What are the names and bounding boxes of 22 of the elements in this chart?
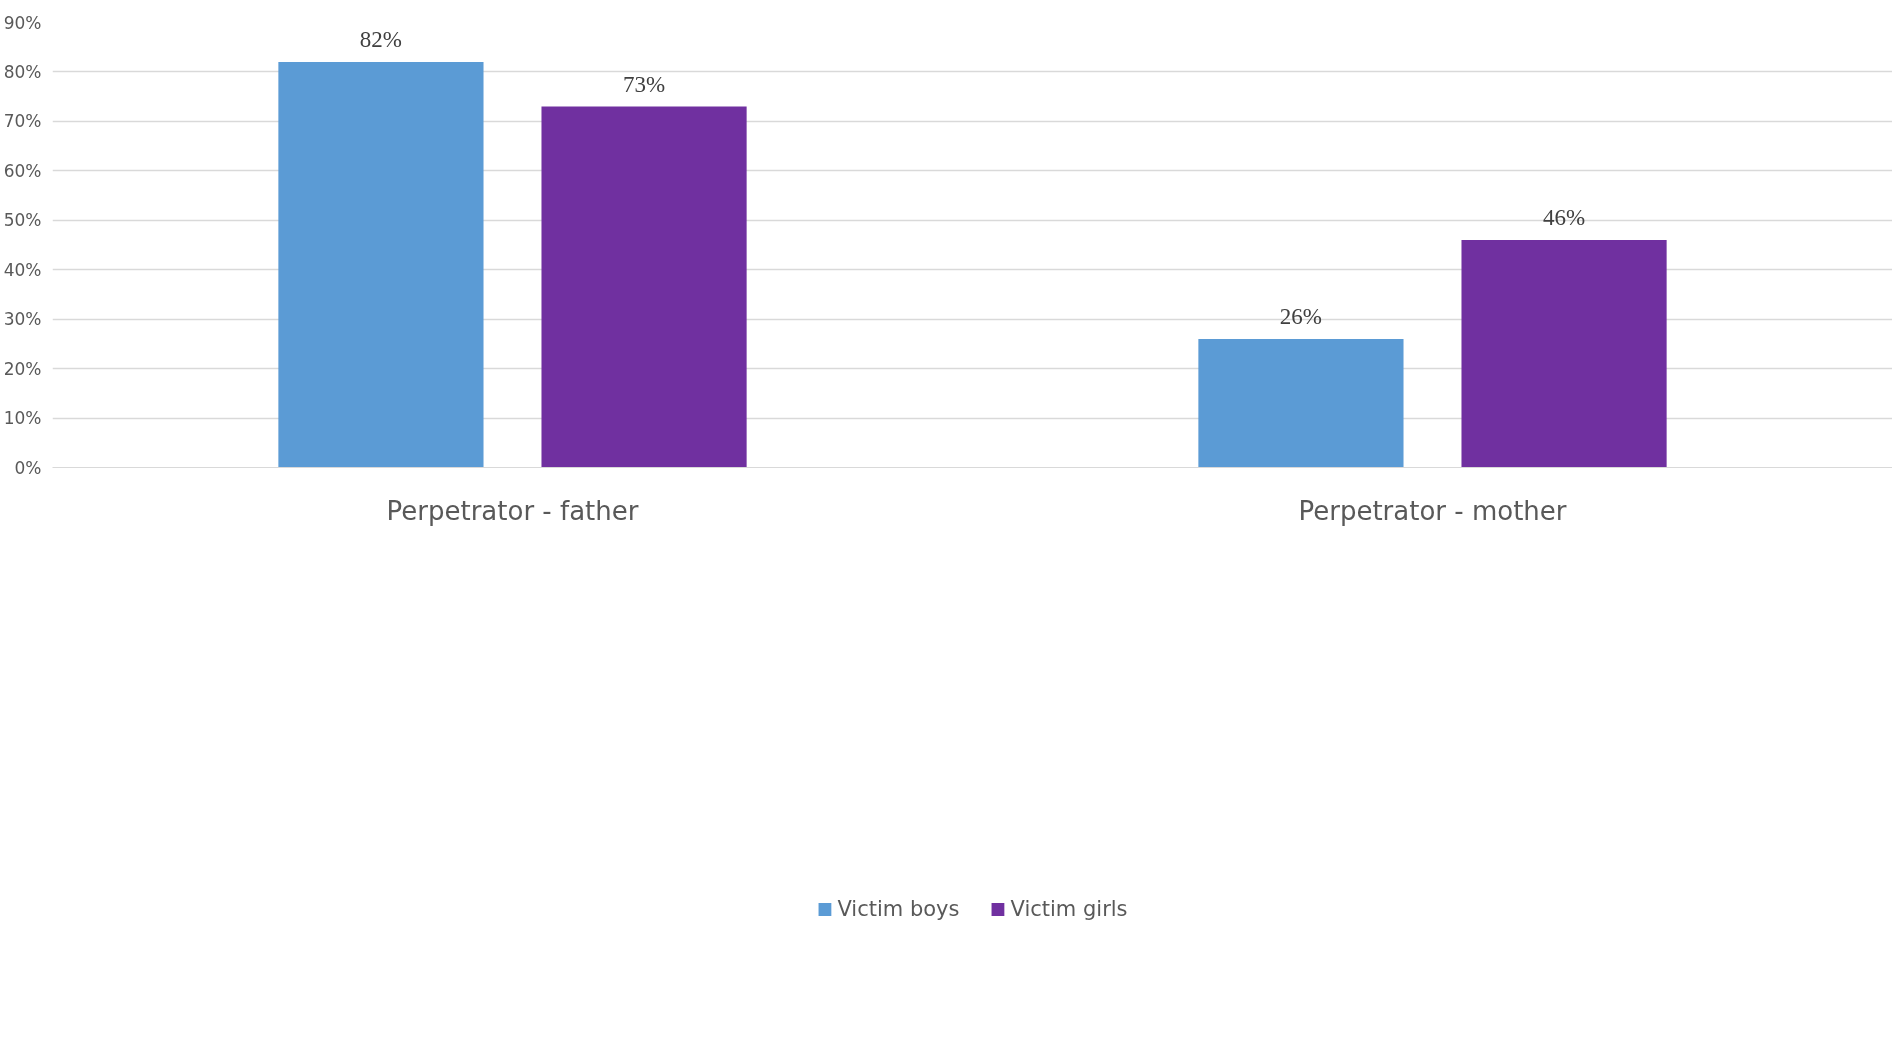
data-label: 26%: [1279, 303, 1323, 329]
x-tick-label: Perpetrator - mother: [1298, 495, 1567, 526]
data-label: 82%: [359, 27, 403, 53]
y-tick-label: 0%: [14, 457, 42, 478]
y-tick-label: 20%: [3, 358, 42, 379]
x-tick-label: Perpetrator - father: [386, 495, 639, 526]
legend-label: Victim girls: [1010, 897, 1128, 921]
y-tick-label: 90%: [3, 12, 42, 33]
data-label: 73%: [622, 71, 666, 97]
y-tick-label: 10%: [3, 408, 42, 429]
y-tick-label: 30%: [3, 309, 42, 330]
legend-label: Victim boys: [837, 897, 960, 921]
y-tick-label: 60%: [3, 160, 42, 181]
bar: [278, 62, 484, 468]
bar: [541, 106, 747, 468]
bar: [1198, 338, 1404, 468]
y-tick-label: 80%: [3, 61, 42, 82]
y-tick-label: 70%: [3, 111, 42, 132]
y-tick-label: 40%: [3, 259, 42, 280]
data-label: 46%: [1542, 205, 1586, 231]
bar: [1461, 240, 1667, 468]
y-tick-label: 50%: [3, 210, 42, 231]
